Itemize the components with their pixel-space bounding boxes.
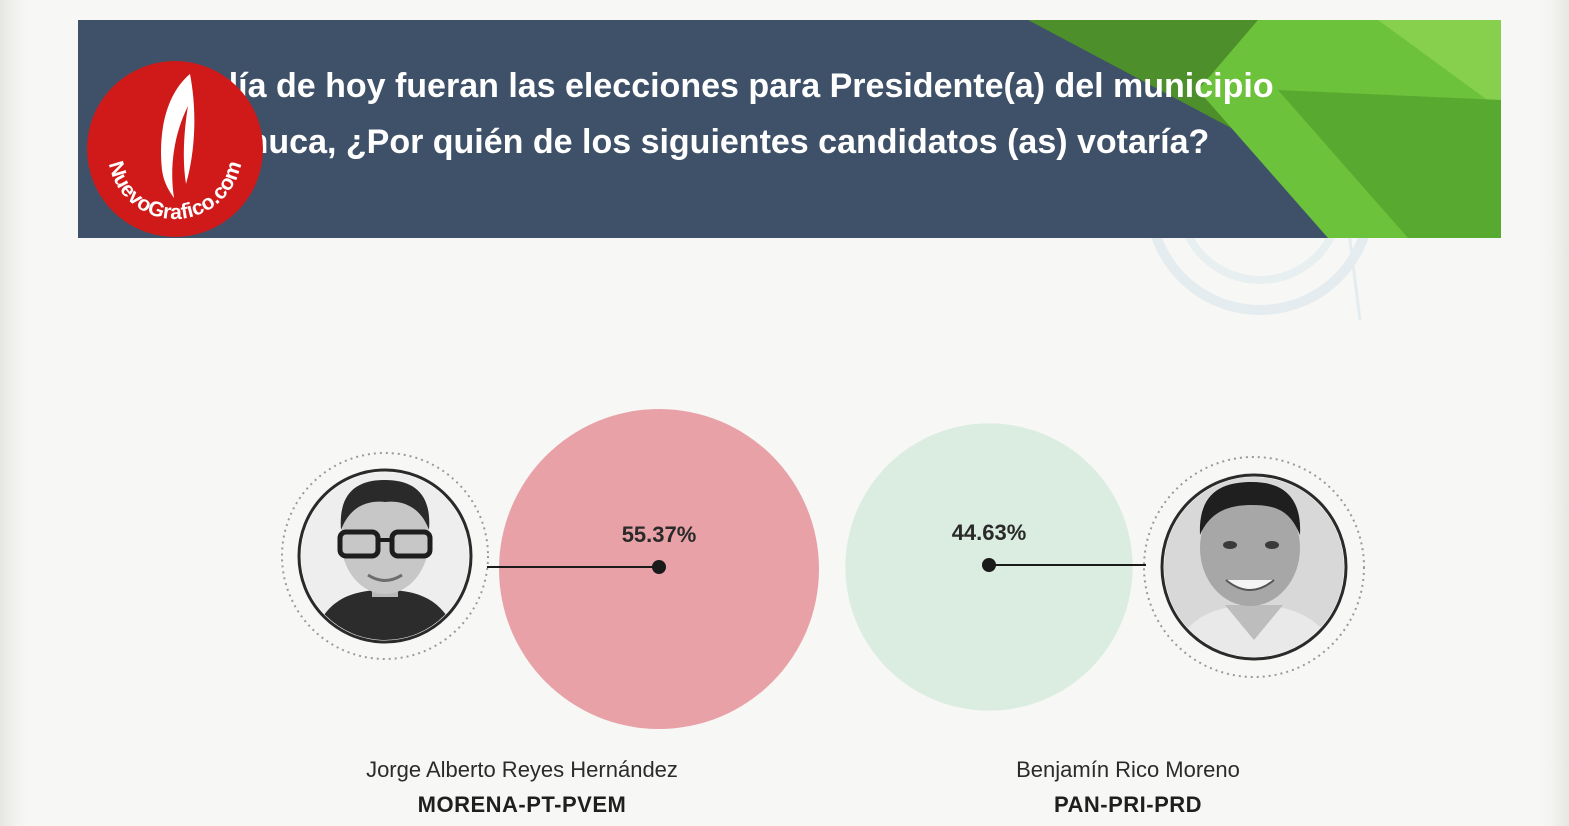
paper-edge-left: [0, 0, 30, 826]
feather-icon: [161, 74, 195, 198]
banner-green-stripes: [1028, 20, 1501, 238]
candidate-name-left: Jorge Alberto Reyes Hernández: [366, 757, 678, 782]
connector-dot-left: [652, 560, 666, 574]
nuevografico-watermark: NuevoGrafico.com: [87, 61, 263, 237]
connector-dot-right: [982, 558, 996, 572]
candidate-party-right: PAN-PRI-PRD: [1053, 792, 1203, 817]
candidate-portrait-right: [1143, 456, 1365, 678]
page-title: Si el día de hoy fueran las elecciones p…: [138, 67, 1274, 161]
candidate-portrait-left: [281, 452, 489, 660]
value-label-left: 55.37%: [622, 522, 697, 547]
candidate-party-left: MORENA-PT-PVEM: [417, 792, 627, 817]
paper-edge-right: [1539, 0, 1569, 826]
candidate-portrait-icon: [301, 472, 469, 640]
header-banner: Si el día de hoy fueran las elecciones p…: [78, 20, 1501, 238]
value-label-right: 44.63%: [952, 520, 1027, 545]
candidate-name-right: Benjamín Rico Moreno: [1016, 757, 1240, 782]
